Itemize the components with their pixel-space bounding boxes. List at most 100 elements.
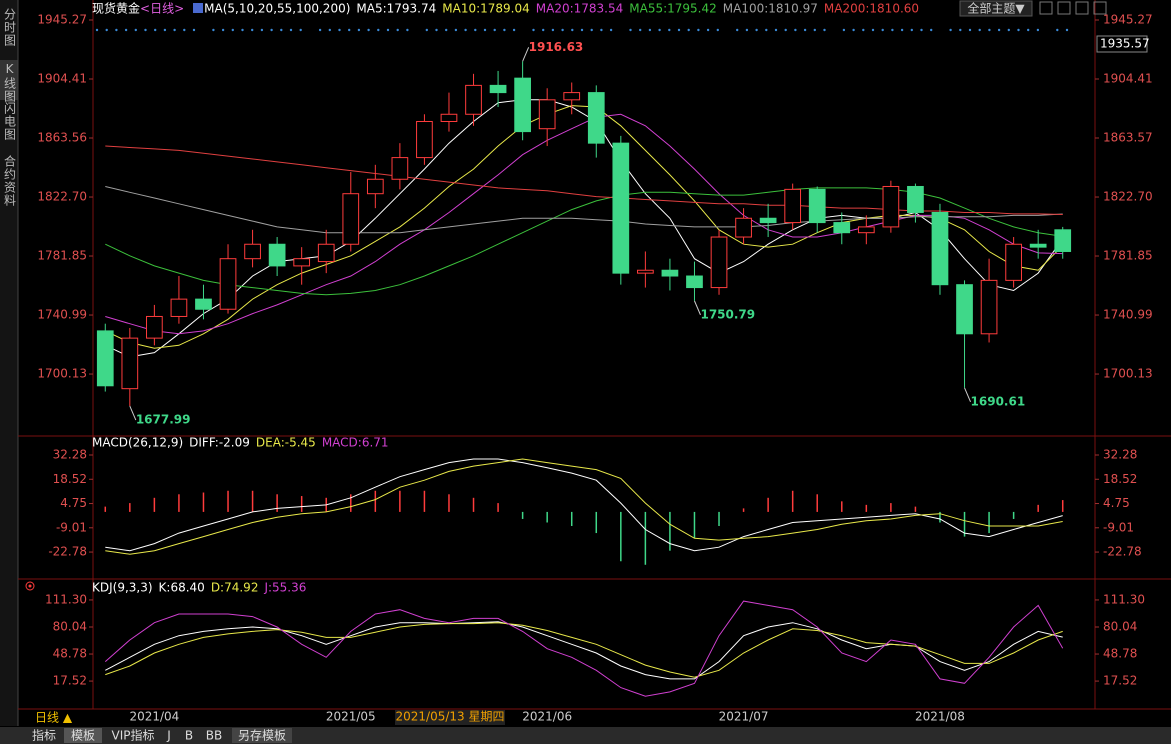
side-tab[interactable]: 合约资料 [3, 154, 17, 207]
marker-dot [930, 28, 933, 32]
candle-body [563, 92, 581, 101]
line [105, 622, 1063, 678]
icon[interactable] [1039, 1, 1053, 15]
marker-dot [318, 28, 322, 32]
candle-body [293, 258, 311, 267]
x-tick-label: 2021/08 [915, 710, 965, 724]
kdj-icon[interactable] [25, 581, 35, 591]
y-tick-label: 1945.27 [37, 13, 87, 27]
line [105, 113, 1063, 335]
legend-entry: D:74.92 [211, 581, 259, 595]
bottom-tab[interactable]: VIP指标 [112, 728, 155, 743]
legend-entry: MA5:1793.74 [356, 2, 436, 16]
candle-body [391, 157, 409, 180]
annotation-leader [129, 405, 137, 421]
marker-dot [842, 28, 846, 32]
bottom-tab[interactable]: J [166, 729, 171, 743]
marker-dot [260, 28, 264, 32]
marker-dot [803, 28, 807, 32]
y-tick-label: 32.28 [53, 448, 87, 462]
marker-dot [988, 28, 991, 32]
marker-dot [910, 28, 913, 32]
indicator-icon [193, 3, 203, 13]
y-tick-label: 17.52 [53, 674, 87, 688]
marker-dot [483, 28, 487, 32]
marker-dot [396, 28, 399, 32]
theme-button[interactable] [959, 0, 1033, 17]
marker-dot [968, 28, 972, 32]
side-tab[interactable]: 闪电图 [3, 102, 17, 141]
marker-dot [124, 28, 128, 32]
y2-tick-label: 1700.13 [1103, 367, 1153, 381]
marker-dot [745, 28, 749, 32]
active-tab-bg [64, 728, 102, 743]
candle-body [931, 211, 949, 286]
candle-body [686, 275, 703, 289]
marker-dot [270, 28, 273, 32]
marker-dot [105, 28, 108, 32]
marker-dot [687, 28, 690, 32]
y-tick-label: 111.30 [45, 592, 87, 606]
marker-dot [445, 28, 448, 32]
icon[interactable] [1075, 1, 1089, 15]
marker-dot [920, 28, 923, 32]
indicator-label: MA(5,10,20,55,100,200) [204, 2, 350, 16]
icon[interactable] [1093, 1, 1107, 15]
cursor-date: 2021/05/13 星期四 [396, 710, 505, 724]
candle-body [268, 243, 286, 267]
candle-body [784, 188, 802, 224]
side-tab[interactable]: 分时图 [3, 8, 17, 47]
legend-entry: MA200:1810.60 [824, 2, 919, 16]
marker-dot [900, 28, 904, 32]
legend-entry: DIFF:-2.09 [189, 436, 250, 450]
marker-dot [503, 28, 506, 32]
marker-dot [241, 28, 244, 32]
marker-dot [1065, 28, 1069, 32]
y2-tick-label: 18.52 [1103, 472, 1137, 486]
marker-dot [571, 28, 574, 32]
period-button[interactable]: 日线 ▲ [35, 711, 73, 725]
marker-dot [406, 28, 409, 32]
panel-title: MACD(26,12,9) [92, 436, 183, 450]
marker-dot [639, 28, 642, 32]
candle-body [1054, 229, 1072, 252]
bottom-tab[interactable]: 另存模板 [238, 729, 286, 743]
marker-dot [677, 28, 681, 32]
candle-body [96, 330, 114, 387]
marker-dot [348, 28, 351, 32]
y2-tick-label: 80.04 [1103, 619, 1137, 633]
y2-tick-label: 1945.27 [1103, 13, 1153, 27]
candle-body [857, 226, 875, 234]
line [104, 600, 1064, 697]
marker-dot [629, 28, 632, 32]
candle-body [416, 120, 433, 159]
marker-dot [551, 28, 555, 32]
tab-bg [232, 728, 292, 743]
marker-dot [542, 28, 545, 32]
marker-dot [1056, 28, 1059, 32]
marker-dot [493, 28, 496, 32]
bottom-tab[interactable]: BB [206, 729, 222, 743]
annotation-leader [694, 300, 701, 316]
icon[interactable] [1057, 1, 1071, 15]
side-tab[interactable]: K线图 [3, 62, 17, 103]
marker-dot [231, 28, 234, 32]
bottom-tab[interactable]: 指标 [32, 728, 56, 743]
marker-dot [648, 28, 652, 32]
marker-dot [668, 28, 671, 32]
marker-dot [532, 28, 535, 32]
x-tick-label: 2021/06 [522, 710, 572, 724]
y-tick-label: 80.04 [53, 619, 87, 633]
bottom-tab[interactable]: B [185, 729, 193, 743]
annotation-leader [522, 47, 530, 62]
marker-dot [144, 28, 147, 32]
candle-body [907, 185, 924, 213]
marker-dot [706, 28, 710, 32]
y-tick-label: 48.78 [53, 647, 87, 661]
theme-button-label[interactable]: 全部主题▼ [967, 1, 1025, 16]
y-tick-label: 1781.85 [37, 249, 87, 263]
bottom-tab[interactable]: 模板 [71, 729, 95, 743]
candle-body [121, 337, 139, 390]
